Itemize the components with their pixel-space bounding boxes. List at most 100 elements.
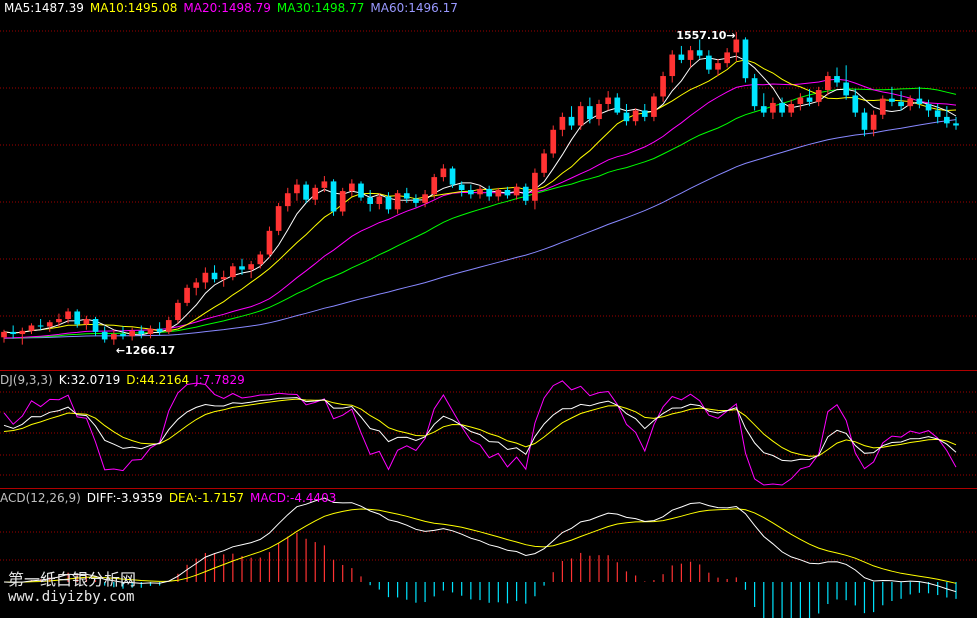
candle-body: [696, 50, 703, 56]
candle-body: [706, 55, 712, 70]
candle-body: [651, 96, 657, 117]
candle-body: [65, 311, 71, 319]
ma-label-0: MA5:1487.39: [4, 1, 84, 15]
candle-body: [275, 206, 282, 231]
macd-dea-line: [3, 508, 957, 584]
candle-body: [239, 266, 245, 270]
kdj-label-1: K:32.0719: [58, 373, 121, 387]
candle-body: [431, 177, 438, 195]
candle-body: [788, 104, 795, 113]
candle-body: [879, 98, 886, 115]
kdj-d-line: [3, 398, 957, 457]
candle-body: [284, 193, 291, 207]
candle-body: [825, 76, 831, 91]
kdj-k-line: [3, 397, 957, 462]
candle-body: [907, 98, 914, 107]
candle-body: [852, 95, 859, 113]
kdj-label-2: D:44.2164: [126, 373, 190, 387]
candle-body: [19, 330, 26, 335]
ma-label-3: MA30:1498.77: [276, 1, 365, 15]
candle-body: [898, 101, 904, 107]
candle-body: [770, 102, 776, 113]
kdj-label-3: J:7.7829: [195, 373, 245, 387]
candle-body: [56, 319, 62, 323]
candle-body: [46, 322, 53, 327]
candle-body: [376, 196, 383, 204]
candle-body: [632, 110, 639, 122]
candle-body: [779, 102, 785, 113]
candle-body: [138, 330, 145, 335]
macd-diff-line: [3, 497, 957, 593]
candle-body: [797, 97, 804, 104]
candle-body: [550, 129, 557, 154]
candle-body: [220, 277, 227, 280]
candle-body: [449, 168, 456, 185]
candle-body: [92, 319, 99, 332]
candle-body: [120, 334, 126, 337]
candle-body: [477, 188, 483, 195]
candle-body: [614, 97, 621, 113]
candle-body: [211, 272, 218, 280]
candle-body: [230, 266, 236, 278]
candle-body: [605, 97, 611, 104]
candle-body: [504, 190, 511, 196]
candle-body: [257, 254, 264, 265]
candle-body: [440, 168, 447, 178]
candle-body: [111, 334, 117, 340]
candle-body: [751, 78, 758, 107]
candle-body: [724, 52, 730, 64]
macd-label-1: DIFF:-3.9359: [86, 491, 163, 505]
candle-body: [861, 112, 868, 130]
candle-body: [321, 181, 328, 188]
candle-body: [394, 193, 401, 210]
candle-body: [422, 194, 428, 203]
candle-body: [37, 325, 44, 327]
candle-body: [266, 230, 273, 255]
candle-body: [623, 112, 630, 122]
candle-body: [660, 76, 666, 97]
ma60-line: [4, 119, 957, 339]
ma30-line: [3, 87, 957, 339]
candle-body: [156, 328, 163, 332]
candle-body: [367, 197, 373, 204]
candle-body: [916, 98, 923, 104]
candle-body: [715, 63, 721, 70]
candle-body: [596, 104, 602, 120]
candle-body: [577, 106, 584, 126]
ma5-line: [3, 55, 957, 336]
candle-body: [587, 106, 593, 120]
candle-body: [495, 190, 502, 197]
candle-body: [101, 331, 108, 340]
candle-body: [806, 97, 813, 102]
candle-body: [934, 110, 941, 117]
candle-body: [468, 190, 474, 195]
candle-body: [532, 172, 538, 201]
candle-body: [641, 110, 648, 117]
candle-body: [1, 331, 7, 338]
candle-body: [413, 198, 419, 203]
header-kdj: DJ(9,3,3) K:32.0719 D:44.2164 J:7.7829: [0, 373, 251, 389]
candle-body: [74, 311, 81, 325]
candle-body: [843, 82, 849, 96]
candle-body: [349, 183, 355, 192]
candle-body: [193, 282, 200, 288]
kdj-label-0: DJ(9,3,3): [0, 373, 53, 387]
candle-body: [83, 319, 90, 325]
candle-body: [733, 39, 740, 53]
candle-body: [925, 104, 932, 111]
header-macd: ACD(12,26,9) DIFF:-3.9359 DEA:-1.7157 MACD:…: [0, 491, 342, 507]
candle-body: [294, 184, 300, 194]
candle-body: [303, 184, 309, 200]
candle-body: [403, 193, 410, 199]
ma-label-1: MA10:1495.08: [89, 1, 178, 15]
header-main: MA5:1487.39 MA10:1495.08 MA20:1498.79 MA30:…: [4, 1, 464, 17]
candle-body: [486, 188, 492, 197]
candle-body: [889, 98, 895, 102]
candle-body: [165, 320, 172, 332]
candle-body: [147, 328, 154, 335]
candle-body: [678, 54, 685, 60]
macd-label-0: ACD(12,26,9): [0, 491, 81, 505]
candle-body: [522, 186, 529, 201]
candle-body: [687, 50, 694, 60]
